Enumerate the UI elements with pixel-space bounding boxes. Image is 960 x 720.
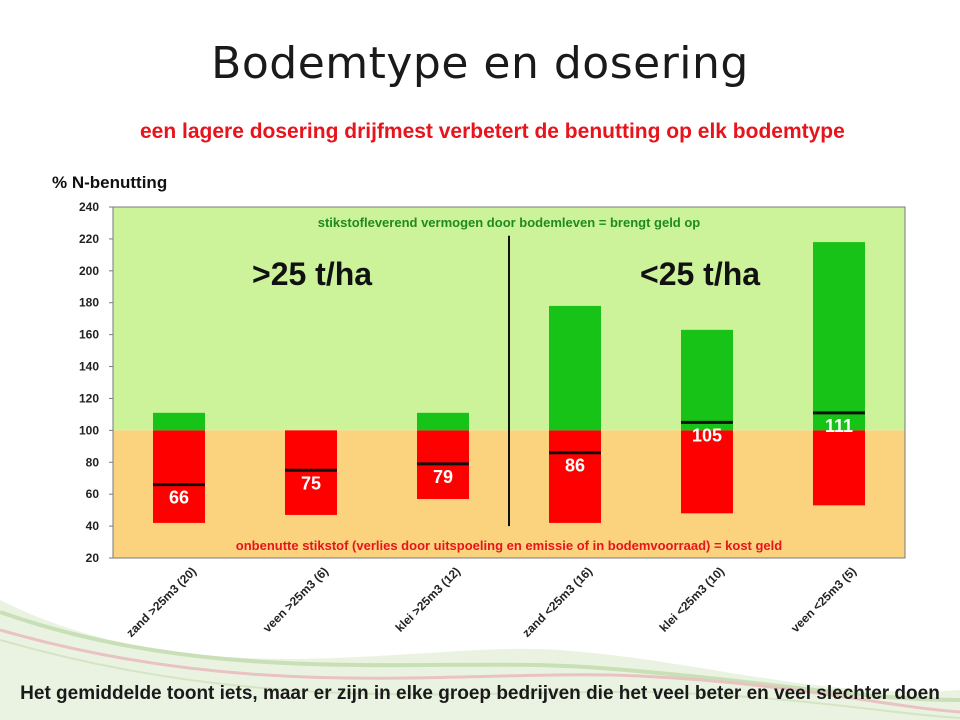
x-axis: zand >25m3 (20) veen >25m3 (6) klei >25m3 … xyxy=(123,564,859,640)
slide-subtitle: een lagere dosering drijfmest verbetert … xyxy=(140,120,845,143)
mean-value-label: 86 xyxy=(565,456,585,476)
x-category-label: klei >25m3 (12) xyxy=(393,564,464,635)
x-category-label: zand >25m3 (20) xyxy=(123,564,199,640)
y-tick-label: 180 xyxy=(79,296,99,310)
bar-below-reference xyxy=(153,430,205,523)
y-tick-label: 160 xyxy=(79,328,99,342)
mean-value-label: 75 xyxy=(301,473,321,493)
group-label-low-dose: <25 t/ha xyxy=(640,256,760,292)
y-axis: 20 40 60 80 100 120 140 160 180 200 220 240 xyxy=(79,200,113,565)
y-tick-label: 220 xyxy=(79,232,99,246)
mean-value-label: 105 xyxy=(692,425,722,445)
x-category-label: veen >25m3 (6) xyxy=(260,564,331,635)
bar-above-reference xyxy=(681,329,733,431)
y-tick-label: 20 xyxy=(86,551,100,565)
bar-below-reference xyxy=(681,430,733,514)
y-tick-label: 60 xyxy=(86,487,100,501)
plot-border xyxy=(112,206,906,559)
x-category-label: zand <25m3 (16) xyxy=(519,564,595,640)
x-category-label: klei <25m3 (10) xyxy=(657,564,728,635)
lower-band-label: onbenutte stikstof (verlies door uitspoe… xyxy=(236,538,783,553)
upper-band-label: stikstofleverend vermogen door bodemleve… xyxy=(318,215,701,230)
group-label-high-dose: >25 t/ha xyxy=(252,256,372,292)
bar-below-reference xyxy=(549,430,601,523)
footer-note: Het gemiddelde toont iets, maar er zijn … xyxy=(20,683,940,704)
y-tick-label: 140 xyxy=(79,360,99,374)
bar-above-reference xyxy=(813,242,865,431)
decorative-swoosh xyxy=(0,600,960,720)
bar-below-reference xyxy=(813,430,865,506)
mean-value-label: 66 xyxy=(169,488,189,508)
y-tick-label: 40 xyxy=(86,519,100,533)
y-tick-label: 120 xyxy=(79,391,99,405)
bar-above-reference xyxy=(153,412,205,431)
y-tick-label: 80 xyxy=(86,455,100,469)
bar-above-reference xyxy=(417,412,469,431)
bar-above-reference xyxy=(549,305,601,431)
x-category-label: veen <25m3 (5) xyxy=(788,564,859,635)
mean-value-label: 111 xyxy=(825,416,853,436)
y-tick-label: 240 xyxy=(79,200,99,214)
bars-group: 66 75 79 86 105 111 xyxy=(153,242,865,523)
y-tick-label: 100 xyxy=(79,423,99,437)
y-axis-label: % N-benutting xyxy=(52,173,167,192)
mean-value-label: 79 xyxy=(433,467,453,487)
slide-title: Bodemtype en dosering xyxy=(211,38,749,89)
y-tick-label: 200 xyxy=(79,264,99,278)
bar-below-reference xyxy=(285,430,337,515)
